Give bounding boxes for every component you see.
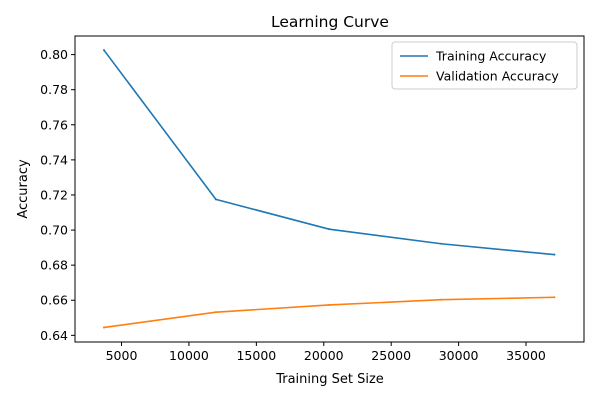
legend-box <box>391 41 578 90</box>
y-axis-title: Accuracy <box>16 159 31 219</box>
x-tick-label: 5000 <box>106 348 138 363</box>
y-tick-label: 0.66 <box>40 293 68 308</box>
data-point-training <box>553 253 556 256</box>
y-tick-label: 0.74 <box>40 152 68 167</box>
data-point-training <box>440 242 443 245</box>
data-point-validation <box>102 326 105 329</box>
data-point-training <box>328 228 331 231</box>
x-tick-label: 25000 <box>371 348 411 363</box>
y-tick-label: 0.72 <box>40 187 68 202</box>
legend: Training Accuracy Validation Accuracy <box>391 41 578 90</box>
data-point-training <box>102 49 105 52</box>
y-tick-label: 0.76 <box>40 117 68 132</box>
x-tick-label: 20000 <box>304 348 344 363</box>
y-tick-label: 0.78 <box>40 82 68 97</box>
x-axis-title: Training Set Size <box>275 372 384 387</box>
x-tick-label: 35000 <box>506 348 546 363</box>
data-point-validation <box>440 298 443 301</box>
legend-label-training: Training Accuracy <box>435 49 547 64</box>
data-point-validation <box>553 296 556 299</box>
legend-label-validation: Validation Accuracy <box>436 69 559 84</box>
x-tick-label: 30000 <box>439 348 479 363</box>
chart-title: Learning Curve <box>271 13 389 31</box>
y-axis: 0.64 0.66 0.68 0.70 0.72 0.74 0.76 0.78 0.80 <box>40 47 75 343</box>
data-point-validation <box>328 303 331 306</box>
x-tick-label: 15000 <box>236 348 276 363</box>
data-point-training <box>214 198 217 201</box>
y-tick-label: 0.80 <box>40 47 68 62</box>
x-axis: 5000 10000 15000 20000 25000 30000 35000 <box>106 342 546 363</box>
x-tick-label: 10000 <box>169 348 209 363</box>
series-lines <box>102 49 556 329</box>
y-tick-label: 0.68 <box>40 258 68 273</box>
data-point-validation <box>214 311 217 314</box>
y-tick-label: 0.64 <box>40 328 68 343</box>
y-tick-label: 0.70 <box>40 223 68 238</box>
